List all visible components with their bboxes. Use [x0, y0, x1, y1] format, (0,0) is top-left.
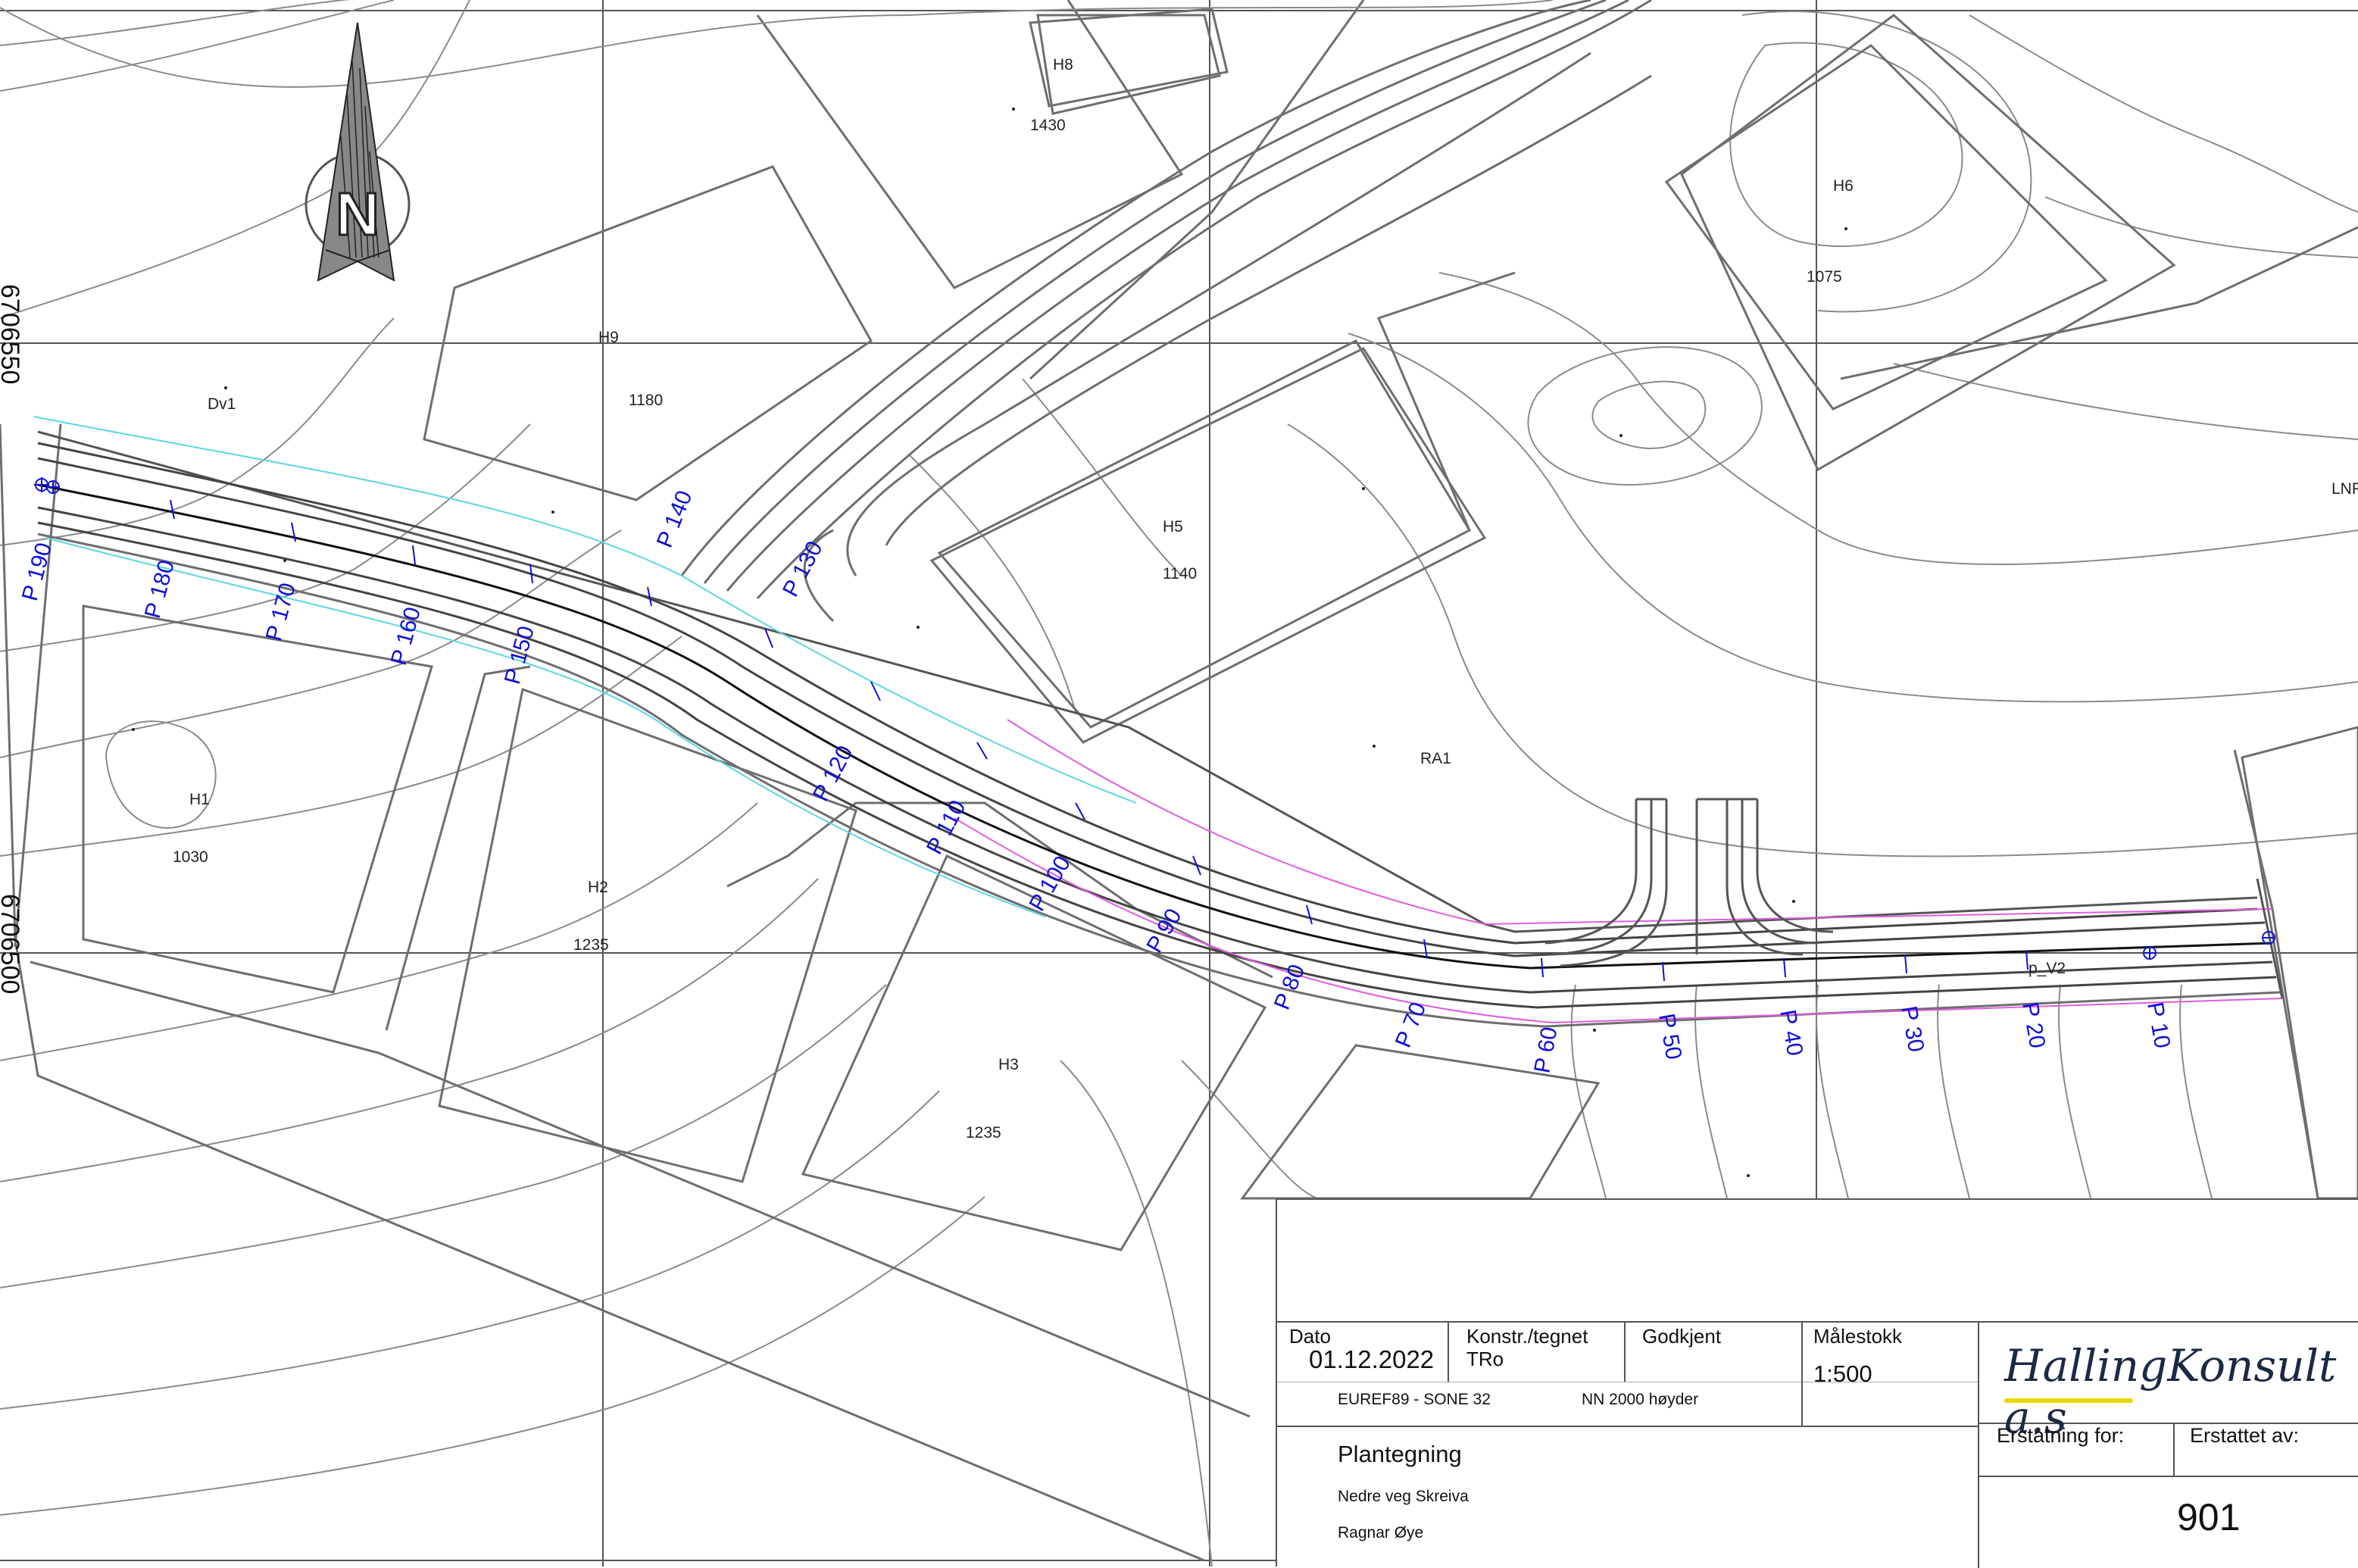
scale-value: 1:500 [1813, 1360, 1872, 1388]
plot-id: H9 [598, 329, 619, 346]
northing-label-top: 6706550 [0, 284, 24, 384]
plot-number: 1140 [1163, 565, 1197, 583]
plot-id: Dv1 [208, 395, 236, 413]
profile-label: P 170 [261, 580, 301, 644]
drawing-number: 901 [2177, 1495, 2240, 1539]
profile-label: P 140 [652, 487, 698, 551]
logo-underline [2004, 1398, 2133, 1403]
plot-number: 1075 [1807, 268, 1842, 286]
drawn-by-value: TRo [1466, 1348, 1504, 1371]
plot-labels: H8 1430 H6 1075 H9 1180 Dv1 H5 1140 RA1 … [173, 56, 2358, 1142]
plot-number: 1235 [966, 1124, 1001, 1142]
title-block: Dato 01.12.2022 Konstr./tegnet TRo Godkj… [1276, 1198, 2358, 1566]
plot-id: LNF [2331, 480, 2358, 498]
plot-id: H6 [1833, 177, 1854, 195]
north-arrow-icon: N [306, 23, 409, 280]
plot-number: 1030 [173, 848, 208, 866]
height-system: NN 2000 høyder [1582, 1391, 1698, 1409]
station-markers [34, 477, 2275, 959]
client-name: Ragnar Øye [1338, 1524, 1423, 1542]
scale-label: Målestokk [1813, 1325, 1902, 1348]
drawing-title: Plantegning [1338, 1441, 1462, 1468]
replaced-by-label: Erstattet av: [2190, 1424, 2299, 1448]
date-value: 01.12.2022 [1309, 1345, 1434, 1374]
profile-label: P 20 [2017, 1000, 2050, 1050]
drawn-by-label: Konstr./tegnet [1466, 1325, 1588, 1348]
profile-label: P 120 [808, 742, 858, 805]
profile-label: P 110 [922, 796, 971, 858]
plot-id: H3 [998, 1056, 1019, 1073]
northing-label-bottom: 6706500 [0, 894, 24, 994]
replaces-label: Erstatning for: [1997, 1424, 2124, 1448]
profile-label: P 150 [500, 623, 539, 687]
approved-label: Godkjent [1642, 1325, 1721, 1348]
plot-id: RA1 [1420, 750, 1451, 767]
coordinate-system: EUREF89 - SONE 32 [1338, 1391, 1491, 1409]
plot-id: H1 [189, 791, 210, 808]
plot-number: 1430 [1030, 117, 1066, 134]
profile-label: P 30 [1896, 1004, 1929, 1054]
project-name: Nedre veg Skreiva [1338, 1488, 1469, 1506]
point-label: p_V2 [2029, 960, 2066, 977]
profile-label: P 190 [17, 540, 57, 604]
plot-id: H2 [588, 879, 608, 896]
plot-id: H8 [1053, 56, 1073, 73]
profile-label: P 60 [1529, 1025, 1562, 1075]
plot-id: H5 [1163, 518, 1183, 536]
plot-number: 1235 [573, 936, 609, 954]
profile-label: P 10 [2142, 1000, 2175, 1050]
north-letter: N [336, 180, 379, 248]
plot-number: 1180 [629, 392, 663, 409]
profile-label: P 70 [1391, 999, 1432, 1051]
profile-label: P 180 [140, 558, 180, 621]
